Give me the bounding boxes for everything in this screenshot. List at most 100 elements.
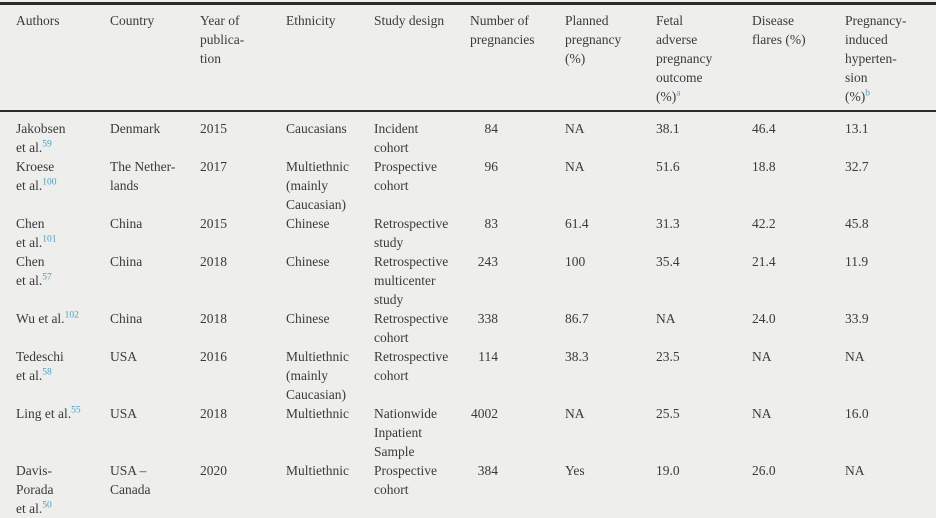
citation-link[interactable]: 100 — [42, 177, 57, 188]
col-header-label: Authors — [16, 13, 60, 28]
disease-flares-cell: 21.4 — [752, 254, 776, 269]
disease-flares-cell: NA — [752, 406, 772, 421]
col-header-planned-pregnancy: Planned pregnancy (%) — [565, 3, 656, 112]
fetal-outcome-cell: NA — [656, 311, 676, 326]
fetal-outcome-cell: 38.1 — [656, 121, 680, 136]
authors-cell: Kroese et al.100 — [0, 157, 110, 214]
citation-link[interactable]: 59 — [42, 139, 52, 150]
author-name: Tedeschi et al. — [16, 349, 64, 383]
study-design-cell: Nationwide Inpatient Sample — [374, 406, 437, 459]
col-header-label: Pregnancy- induced hyperten- sion (%) — [845, 13, 907, 104]
hypertension-cell: 16.0 — [845, 406, 869, 421]
planned-pregnancy-cell: 100 — [565, 254, 586, 269]
citation-link[interactable]: 102 — [64, 310, 79, 321]
planned-pregnancy-cell: 61.4 — [565, 216, 589, 231]
study-design-cell: Retrospective cohort — [374, 349, 449, 383]
study-design-cell: Retrospective study — [374, 216, 449, 250]
footnote-marker-a[interactable]: a — [676, 88, 681, 99]
disease-flares-cell: NA — [752, 349, 772, 364]
col-header-label: Fetal adverse pregnancy outcome (%) — [656, 13, 713, 104]
col-header-label: Ethnicity — [286, 13, 336, 28]
hypertension-cell: 11.9 — [845, 254, 869, 269]
pregnancies-cell: 338 — [477, 311, 498, 326]
planned-pregnancy-cell: NA — [565, 406, 585, 421]
col-header-country: Country — [110, 3, 200, 112]
pregnancies-cell: 4002 — [471, 406, 498, 421]
header-row: Authors Country Year of publica- tion Et… — [0, 3, 936, 112]
year-cell: 2015 — [200, 216, 227, 231]
ethnicity-cell: Chinese — [286, 311, 330, 326]
authors-cell: Ling et al.55 — [0, 404, 110, 461]
year-cell: 2018 — [200, 254, 227, 269]
pregnancies-cell: 96 — [484, 159, 499, 174]
col-header-label: Year of publica- tion — [200, 13, 245, 66]
year-cell: 2018 — [200, 406, 227, 421]
country-cell: China — [110, 311, 143, 326]
planned-pregnancy-cell: NA — [565, 121, 585, 136]
col-header-number-of-pregnancies: Number of pregnancies — [470, 3, 565, 112]
fetal-outcome-cell: 35.4 — [656, 254, 680, 269]
citation-link[interactable]: 55 — [71, 405, 81, 416]
country-cell: USA – Canada — [110, 463, 151, 497]
country-cell: The Nether- lands — [110, 159, 176, 193]
table-row-tedeschi: Tedeschi et al.58 USA 2016 Multiethnic (… — [0, 347, 936, 404]
country-cell: USA — [110, 349, 138, 364]
study-design-cell: Retrospective cohort — [374, 311, 449, 345]
table-row-davis-porada: Davis- Porada et al.50 USA – Canada 2020… — [0, 461, 936, 518]
citation-link[interactable]: 50 — [42, 500, 52, 511]
year-cell: 2018 — [200, 311, 227, 326]
author-name: Chen et al. — [16, 216, 45, 250]
table-row-chen-2018: Chen et al.57 China 2018 Chinese Retrosp… — [0, 252, 936, 309]
table-row-jakobsen: Jakobsen et al.59 Denmark 2015 Caucasian… — [0, 111, 936, 157]
col-header-label: Study design — [374, 13, 445, 28]
pregnancies-cell: 84 — [484, 121, 499, 136]
col-header-study-design: Study design — [374, 3, 470, 112]
planned-pregnancy-cell: 86.7 — [565, 311, 589, 326]
study-design-cell: Prospective cohort — [374, 159, 437, 193]
year-cell: 2020 — [200, 463, 227, 478]
hypertension-cell: 13.1 — [845, 121, 869, 136]
footnote-marker-b[interactable]: b — [865, 88, 870, 99]
disease-flares-cell: 18.8 — [752, 159, 776, 174]
fetal-outcome-cell: 31.3 — [656, 216, 680, 231]
col-header-fetal-adverse-outcome: Fetal adverse pregnancy outcome (%)a — [656, 3, 752, 112]
pregnancies-cell: 83 — [484, 216, 499, 231]
disease-flares-cell: 24.0 — [752, 311, 776, 326]
ethnicity-cell: Chinese — [286, 216, 330, 231]
author-name: Wu et al. — [16, 311, 65, 326]
disease-flares-cell: 42.2 — [752, 216, 776, 231]
author-name: Kroese et al. — [16, 159, 55, 193]
study-design-cell: Prospective cohort — [374, 463, 437, 497]
col-header-label: Disease flares (%) — [752, 13, 806, 47]
table-row-kroese: Kroese et al.100 The Nether- lands 2017 … — [0, 157, 936, 214]
citation-link[interactable]: 58 — [42, 367, 52, 378]
planned-pregnancy-cell: 38.3 — [565, 349, 589, 364]
col-header-authors: Authors — [0, 3, 110, 112]
year-cell: 2015 — [200, 121, 227, 136]
pregnancies-cell: 384 — [477, 463, 498, 478]
country-cell: Denmark — [110, 121, 161, 136]
disease-flares-cell: 46.4 — [752, 121, 776, 136]
author-name: Ling et al. — [16, 406, 72, 421]
study-design-cell: Incident cohort — [374, 121, 419, 155]
planned-pregnancy-cell: NA — [565, 159, 585, 174]
fetal-outcome-cell: 25.5 — [656, 406, 680, 421]
col-header-ethnicity: Ethnicity — [286, 3, 374, 112]
ethnicity-cell: Multiethnic — [286, 463, 349, 478]
ethnicity-cell: Caucasians — [286, 121, 347, 136]
ethnicity-cell: Multiethnic (mainly Caucasian) — [286, 349, 349, 402]
table-row-ling: Ling et al.55 USA 2018 Multiethnic Natio… — [0, 404, 936, 461]
fetal-outcome-cell: 19.0 — [656, 463, 680, 478]
citation-link[interactable]: 57 — [42, 272, 52, 283]
author-name: Davis- Porada et al. — [16, 463, 54, 516]
authors-cell: Tedeschi et al.58 — [0, 347, 110, 404]
author-name: Chen et al. — [16, 254, 45, 288]
citation-link[interactable]: 101 — [42, 234, 57, 245]
authors-cell: Jakobsen et al.59 — [0, 111, 110, 157]
year-cell: 2016 — [200, 349, 227, 364]
ethnicity-cell: Chinese — [286, 254, 330, 269]
col-header-year: Year of publica- tion — [200, 3, 286, 112]
col-header-pregnancy-induced-hypertension: Pregnancy- induced hyperten- sion (%)b — [845, 3, 936, 112]
